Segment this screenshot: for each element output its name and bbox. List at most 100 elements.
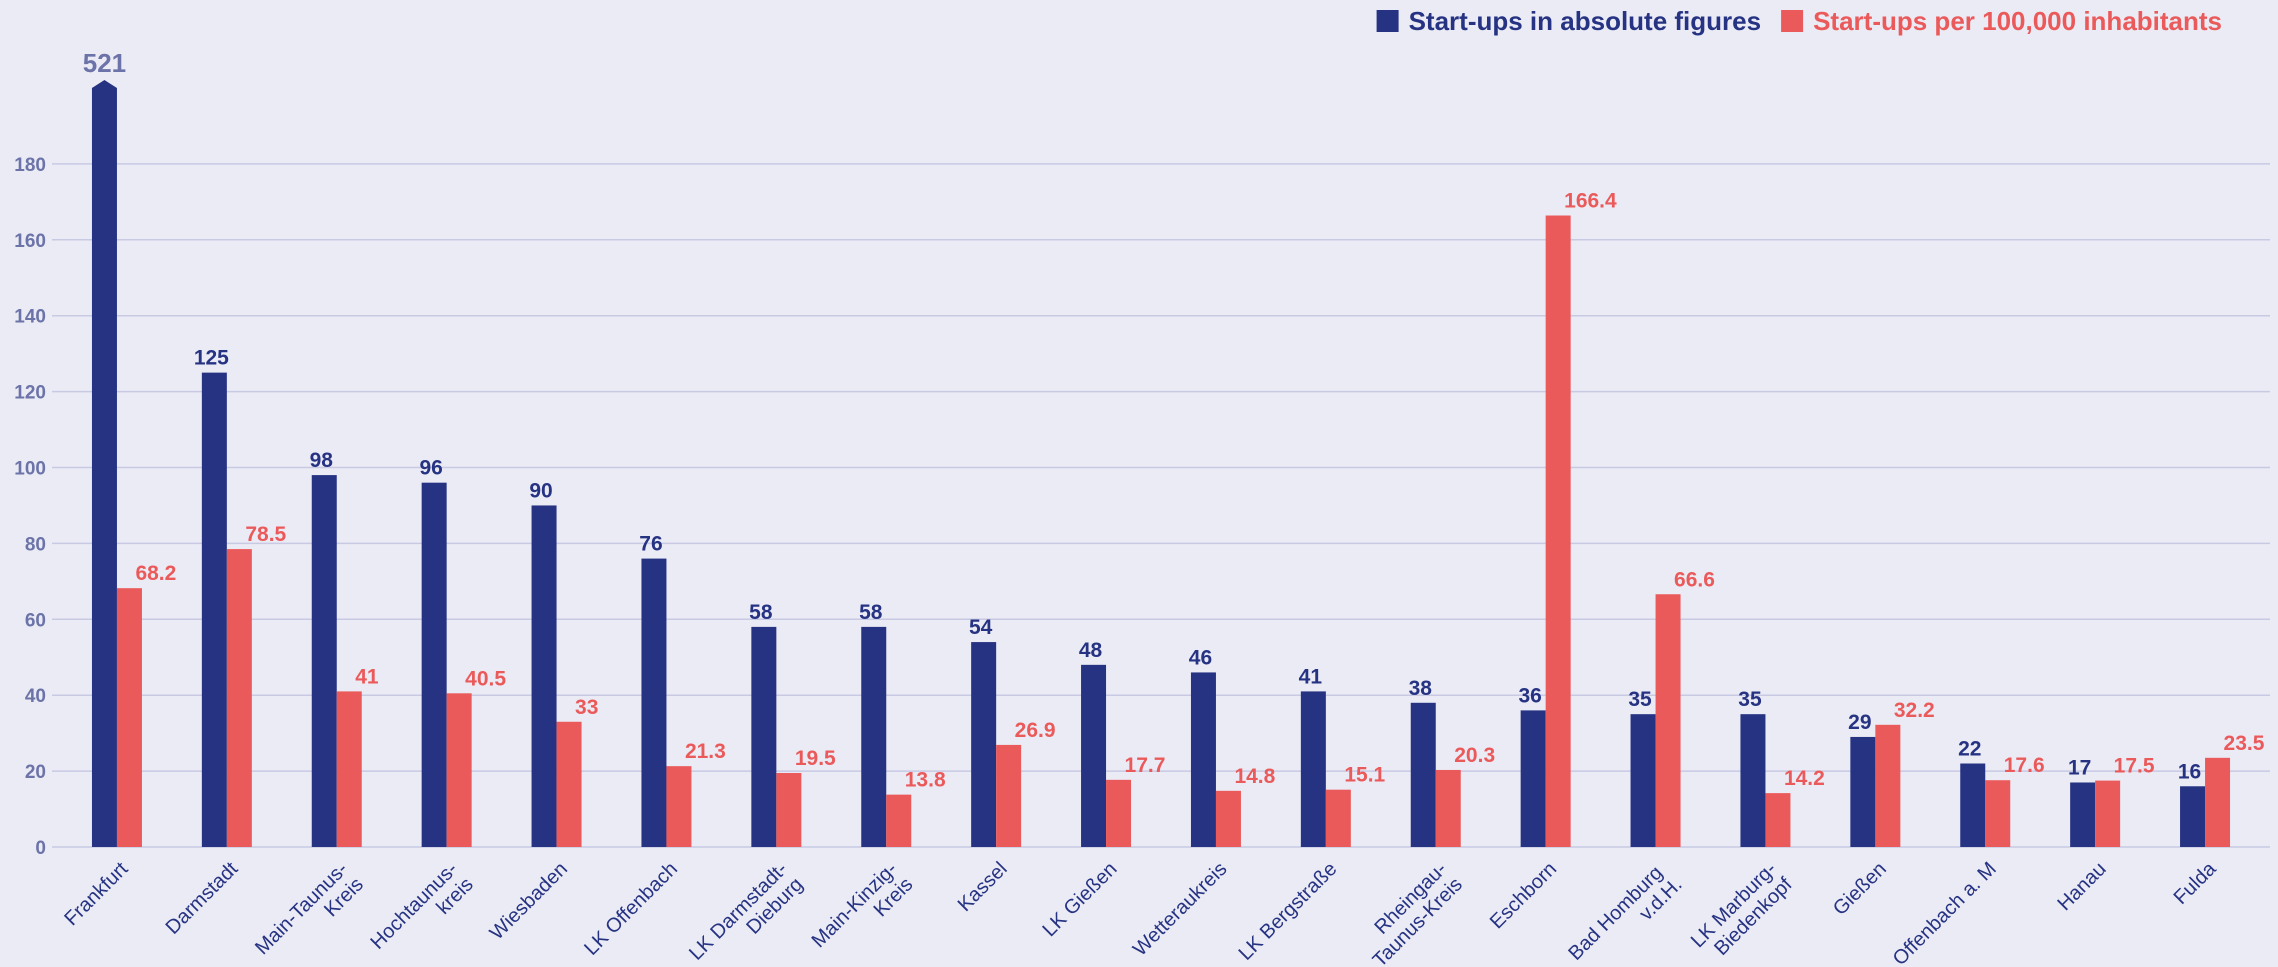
bar bbox=[1655, 594, 1681, 847]
grid bbox=[52, 163, 2270, 848]
bar bbox=[226, 549, 252, 847]
x-tick-label: Rheingau-Taunus-Kreis bbox=[1353, 858, 1467, 967]
value-label: 35 bbox=[1628, 688, 1652, 711]
value-label: 32.2 bbox=[1894, 699, 1935, 722]
bar bbox=[311, 475, 337, 847]
value-label: 14.8 bbox=[1234, 765, 1275, 788]
value-label: 17.6 bbox=[2004, 754, 2045, 777]
bar bbox=[1850, 736, 1876, 847]
value-label: 33 bbox=[575, 696, 598, 719]
x-tick-label: Main-Kinzig-Kreis bbox=[808, 858, 918, 967]
x-tick-label: LK Marburg-Biedenkopf bbox=[1687, 858, 1797, 967]
value-label: 41 bbox=[1299, 665, 1323, 688]
bar bbox=[1960, 763, 1986, 847]
legend-swatch bbox=[1781, 10, 1804, 32]
bar bbox=[996, 744, 1022, 847]
bar bbox=[1190, 672, 1216, 847]
value-label: 23.5 bbox=[2224, 732, 2265, 755]
value-label: 96 bbox=[419, 457, 442, 480]
y-tick-label: 40 bbox=[25, 686, 46, 707]
y-tick-label: 80 bbox=[25, 534, 46, 555]
bar bbox=[1325, 789, 1351, 847]
bar bbox=[116, 588, 142, 847]
bar bbox=[2180, 786, 2206, 847]
bar bbox=[641, 558, 667, 847]
bar bbox=[91, 88, 117, 847]
value-label: 40.5 bbox=[465, 667, 506, 690]
value-label: 38 bbox=[1409, 677, 1433, 700]
y-tick-label: 100 bbox=[14, 459, 46, 480]
value-label: 66.6 bbox=[1674, 568, 1715, 591]
x-tick-label: Bad Homburg v.d.H. bbox=[1564, 858, 1686, 967]
x-tick-label: Wetteraukreis bbox=[1129, 858, 1232, 961]
bar bbox=[1545, 215, 1571, 848]
value-label: 29 bbox=[1848, 711, 1871, 734]
x-tick-label: Eschborn bbox=[1486, 858, 1561, 933]
value-label: 13.8 bbox=[905, 769, 946, 792]
bar bbox=[531, 505, 557, 847]
x-tick-label: Frankfurt bbox=[60, 858, 132, 930]
bar bbox=[861, 626, 887, 847]
bar bbox=[556, 721, 582, 847]
value-label: 17.5 bbox=[2114, 755, 2155, 778]
y-tick-label: 20 bbox=[25, 762, 46, 783]
value-label: 166.4 bbox=[1564, 190, 1617, 213]
y-tick-label: 180 bbox=[14, 155, 46, 176]
bar bbox=[1410, 702, 1436, 847]
value-label: 76 bbox=[639, 533, 662, 556]
x-tick-label: LK Darmstadt-Dieburg bbox=[685, 858, 807, 967]
bar bbox=[971, 642, 997, 847]
bar bbox=[1985, 780, 2011, 847]
bar bbox=[1081, 664, 1107, 847]
bar bbox=[201, 372, 227, 847]
legend-swatch bbox=[1376, 10, 1399, 32]
x-tick-label: Hanau bbox=[2053, 858, 2110, 915]
x-tick-label: LK Gießen bbox=[1038, 858, 1121, 941]
value-label: 16 bbox=[2178, 760, 2201, 783]
x-tick-label: Gießen bbox=[1829, 858, 1891, 920]
x-tick-label: Wiesbaden bbox=[486, 858, 572, 944]
value-label: 36 bbox=[1518, 684, 1541, 707]
x-tick-label: Offenbach a. M bbox=[1889, 858, 2001, 967]
y-tick-label: 0 bbox=[35, 838, 46, 859]
bar bbox=[1215, 790, 1241, 847]
x-tick-label: Darmstadt bbox=[162, 858, 243, 939]
value-label: 98 bbox=[310, 449, 334, 472]
value-label: 41 bbox=[355, 665, 379, 688]
value-label: 20.3 bbox=[1454, 744, 1495, 767]
bar bbox=[666, 766, 692, 847]
bar bbox=[336, 691, 362, 847]
value-label: 21.3 bbox=[685, 740, 726, 763]
legend-label: Start-ups per 100,000 inhabitants bbox=[1813, 6, 2222, 36]
bar bbox=[751, 626, 777, 847]
value-label: 78.5 bbox=[245, 523, 286, 546]
value-label: 14.2 bbox=[1784, 767, 1825, 790]
bar bbox=[2095, 780, 2121, 847]
x-tick-label: LK Bergstraße bbox=[1235, 858, 1342, 965]
value-label: 58 bbox=[859, 601, 883, 624]
value-label: 125 bbox=[194, 347, 229, 370]
value-label: 35 bbox=[1738, 688, 1762, 711]
bar bbox=[1765, 793, 1791, 847]
x-tick-label: Hochtaunus-kreis bbox=[366, 858, 477, 967]
legend-label: Start-ups in absolute figures bbox=[1409, 6, 1762, 36]
bar bbox=[1106, 779, 1132, 847]
value-label: 48 bbox=[1079, 639, 1103, 662]
value-label: 17 bbox=[2068, 756, 2091, 779]
y-tick-label: 60 bbox=[25, 610, 46, 631]
bar bbox=[421, 482, 447, 847]
value-label: 46 bbox=[1189, 646, 1212, 669]
bar bbox=[1740, 714, 1766, 847]
bar bbox=[446, 693, 472, 847]
value-label: 58 bbox=[749, 601, 773, 624]
x-tick-label: Fulda bbox=[2170, 857, 2222, 909]
x-tick-label: Kassel bbox=[954, 858, 1012, 916]
bar bbox=[2205, 757, 2231, 847]
y-tick-label: 160 bbox=[14, 231, 46, 252]
bar bbox=[886, 794, 912, 847]
bar bbox=[776, 772, 802, 847]
overflow-cap bbox=[91, 80, 117, 88]
value-label: 54 bbox=[969, 616, 993, 639]
